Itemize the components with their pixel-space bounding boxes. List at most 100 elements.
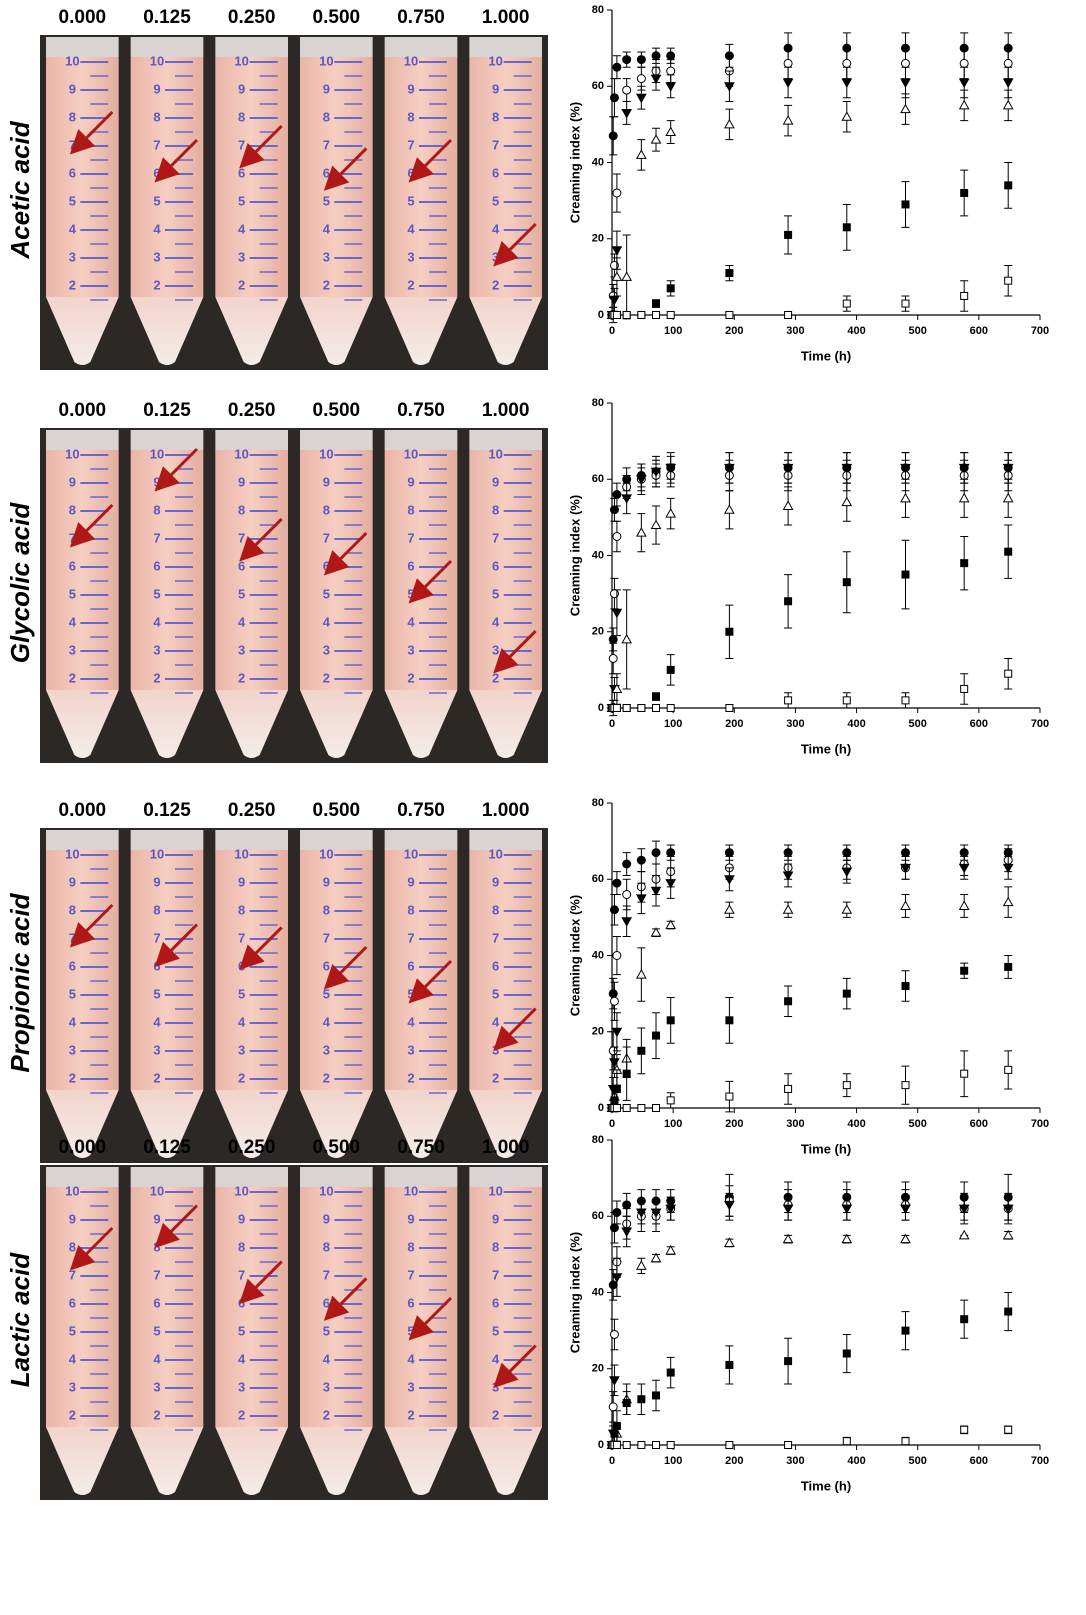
graduation-label: 10 [65,446,79,461]
x-tick-label: 100 [664,325,682,337]
tube-cap [469,830,542,850]
point [843,849,851,857]
point [666,1246,675,1254]
tube-cap [215,830,288,850]
graduation-label: 2 [323,670,330,685]
point [961,967,968,974]
graduation-label: 5 [153,193,160,208]
y-tick-label: 60 [592,473,604,485]
graduation-label: 8 [492,1239,499,1254]
point [961,685,968,692]
graduation-label: 2 [69,670,76,685]
graduation-label: 6 [153,1295,160,1310]
graduation-label: 2 [492,1407,499,1422]
concentration-label: 0.500 [313,400,361,421]
x-tick-label: 0 [609,325,615,337]
point [667,1017,674,1024]
point [960,494,969,502]
graduation-label: 4 [69,614,77,629]
tube-liquid [131,450,204,690]
y-tick-label: 40 [592,549,604,561]
graduation-label: 7 [492,137,499,152]
point [653,705,660,712]
x-axis-label: Time (h) [801,1478,851,1493]
graduation-label: 9 [69,874,76,889]
graduation-label: 7 [407,930,414,945]
point [961,190,968,197]
point [609,1281,617,1289]
graduation-label: 6 [323,1295,330,1310]
point [960,864,969,872]
graduation-label: 6 [492,958,499,973]
point [843,59,851,67]
graduation-label: 10 [65,846,79,861]
graduation-label: 8 [407,902,414,917]
graduation-label: 7 [323,930,330,945]
y-tick-label: 60 [592,873,604,885]
point [637,56,645,64]
point [1004,1231,1013,1239]
x-tick-label: 700 [1031,325,1049,337]
graduation-label: 8 [69,902,76,917]
graduation-label: 10 [234,846,248,861]
graduation-label: 7 [323,530,330,545]
point [667,312,674,319]
graduation-label: 10 [404,53,418,68]
point [1004,59,1012,67]
graduation-label: 8 [69,1239,76,1254]
graduation-label: 5 [492,1323,499,1338]
tube-liquid [385,450,458,690]
point [653,1032,660,1039]
graduation-label: 2 [407,1407,414,1422]
point [638,1442,645,1449]
point [901,59,909,67]
x-tick-label: 600 [970,1118,988,1130]
point [610,906,618,914]
point [842,1205,851,1213]
graduation-label: 10 [150,53,164,68]
point [901,1205,910,1213]
tube-cap [469,37,542,57]
tube: 1098765432 [215,830,288,1158]
graduation-label: 6 [69,165,76,180]
point [785,312,792,319]
concentration-label: 0.125 [143,7,191,28]
point [652,1254,661,1262]
graduation-label: 4 [323,614,331,629]
point [613,879,621,887]
tube-cap [131,37,204,57]
point [637,970,646,978]
point [784,905,793,913]
x-tick-label: 0 [609,718,615,730]
graduation-label: 6 [323,958,330,973]
point [842,1235,851,1243]
point [652,928,661,936]
point [612,247,621,255]
graduation-label: 7 [69,530,76,545]
point [667,285,674,292]
graduation-label: 3 [407,249,414,264]
point [785,697,792,704]
x-tick-label: 200 [725,325,743,337]
graduation-label: 8 [238,902,245,917]
y-tick-label: 0 [598,1102,604,1114]
y-axis-label: Creaming index (%) [567,1232,582,1353]
graduation-label: 6 [407,165,414,180]
graduation-label: 2 [153,670,160,685]
point [652,849,660,857]
tube-cap [46,37,119,57]
point [1005,277,1012,284]
tube: 1098765432 [215,430,288,758]
graduation-label: 5 [153,586,160,601]
tube: 1098765432 [300,37,373,365]
tube-liquid [385,57,458,297]
graduation-label: 9 [69,81,76,96]
point [613,1442,620,1449]
tube-liquid [469,850,542,1090]
point [725,1201,734,1209]
tube-liquid [469,1187,542,1427]
graduation-label: 8 [323,1239,330,1254]
tube-cap [46,430,119,450]
point [623,1070,630,1077]
